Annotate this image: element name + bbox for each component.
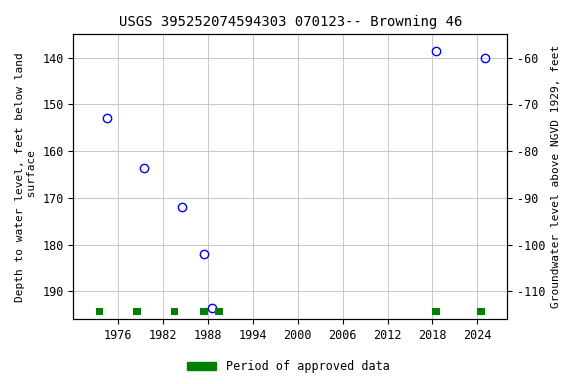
Bar (433, 308, 440, 315)
Bar (215, 308, 223, 315)
Y-axis label: Depth to water level, feet below land
 surface: Depth to water level, feet below land su… (15, 52, 37, 302)
Bar (478, 308, 485, 315)
Y-axis label: Groundwater level above NGVD 1929, feet: Groundwater level above NGVD 1929, feet (551, 45, 561, 308)
Bar (133, 308, 141, 315)
Title: USGS 395252074594303 070123-- Browning 46: USGS 395252074594303 070123-- Browning 4… (119, 15, 462, 29)
Bar (170, 308, 178, 315)
Bar (96, 308, 103, 315)
Bar (200, 308, 208, 315)
Legend: Period of approved data: Period of approved data (182, 356, 394, 378)
